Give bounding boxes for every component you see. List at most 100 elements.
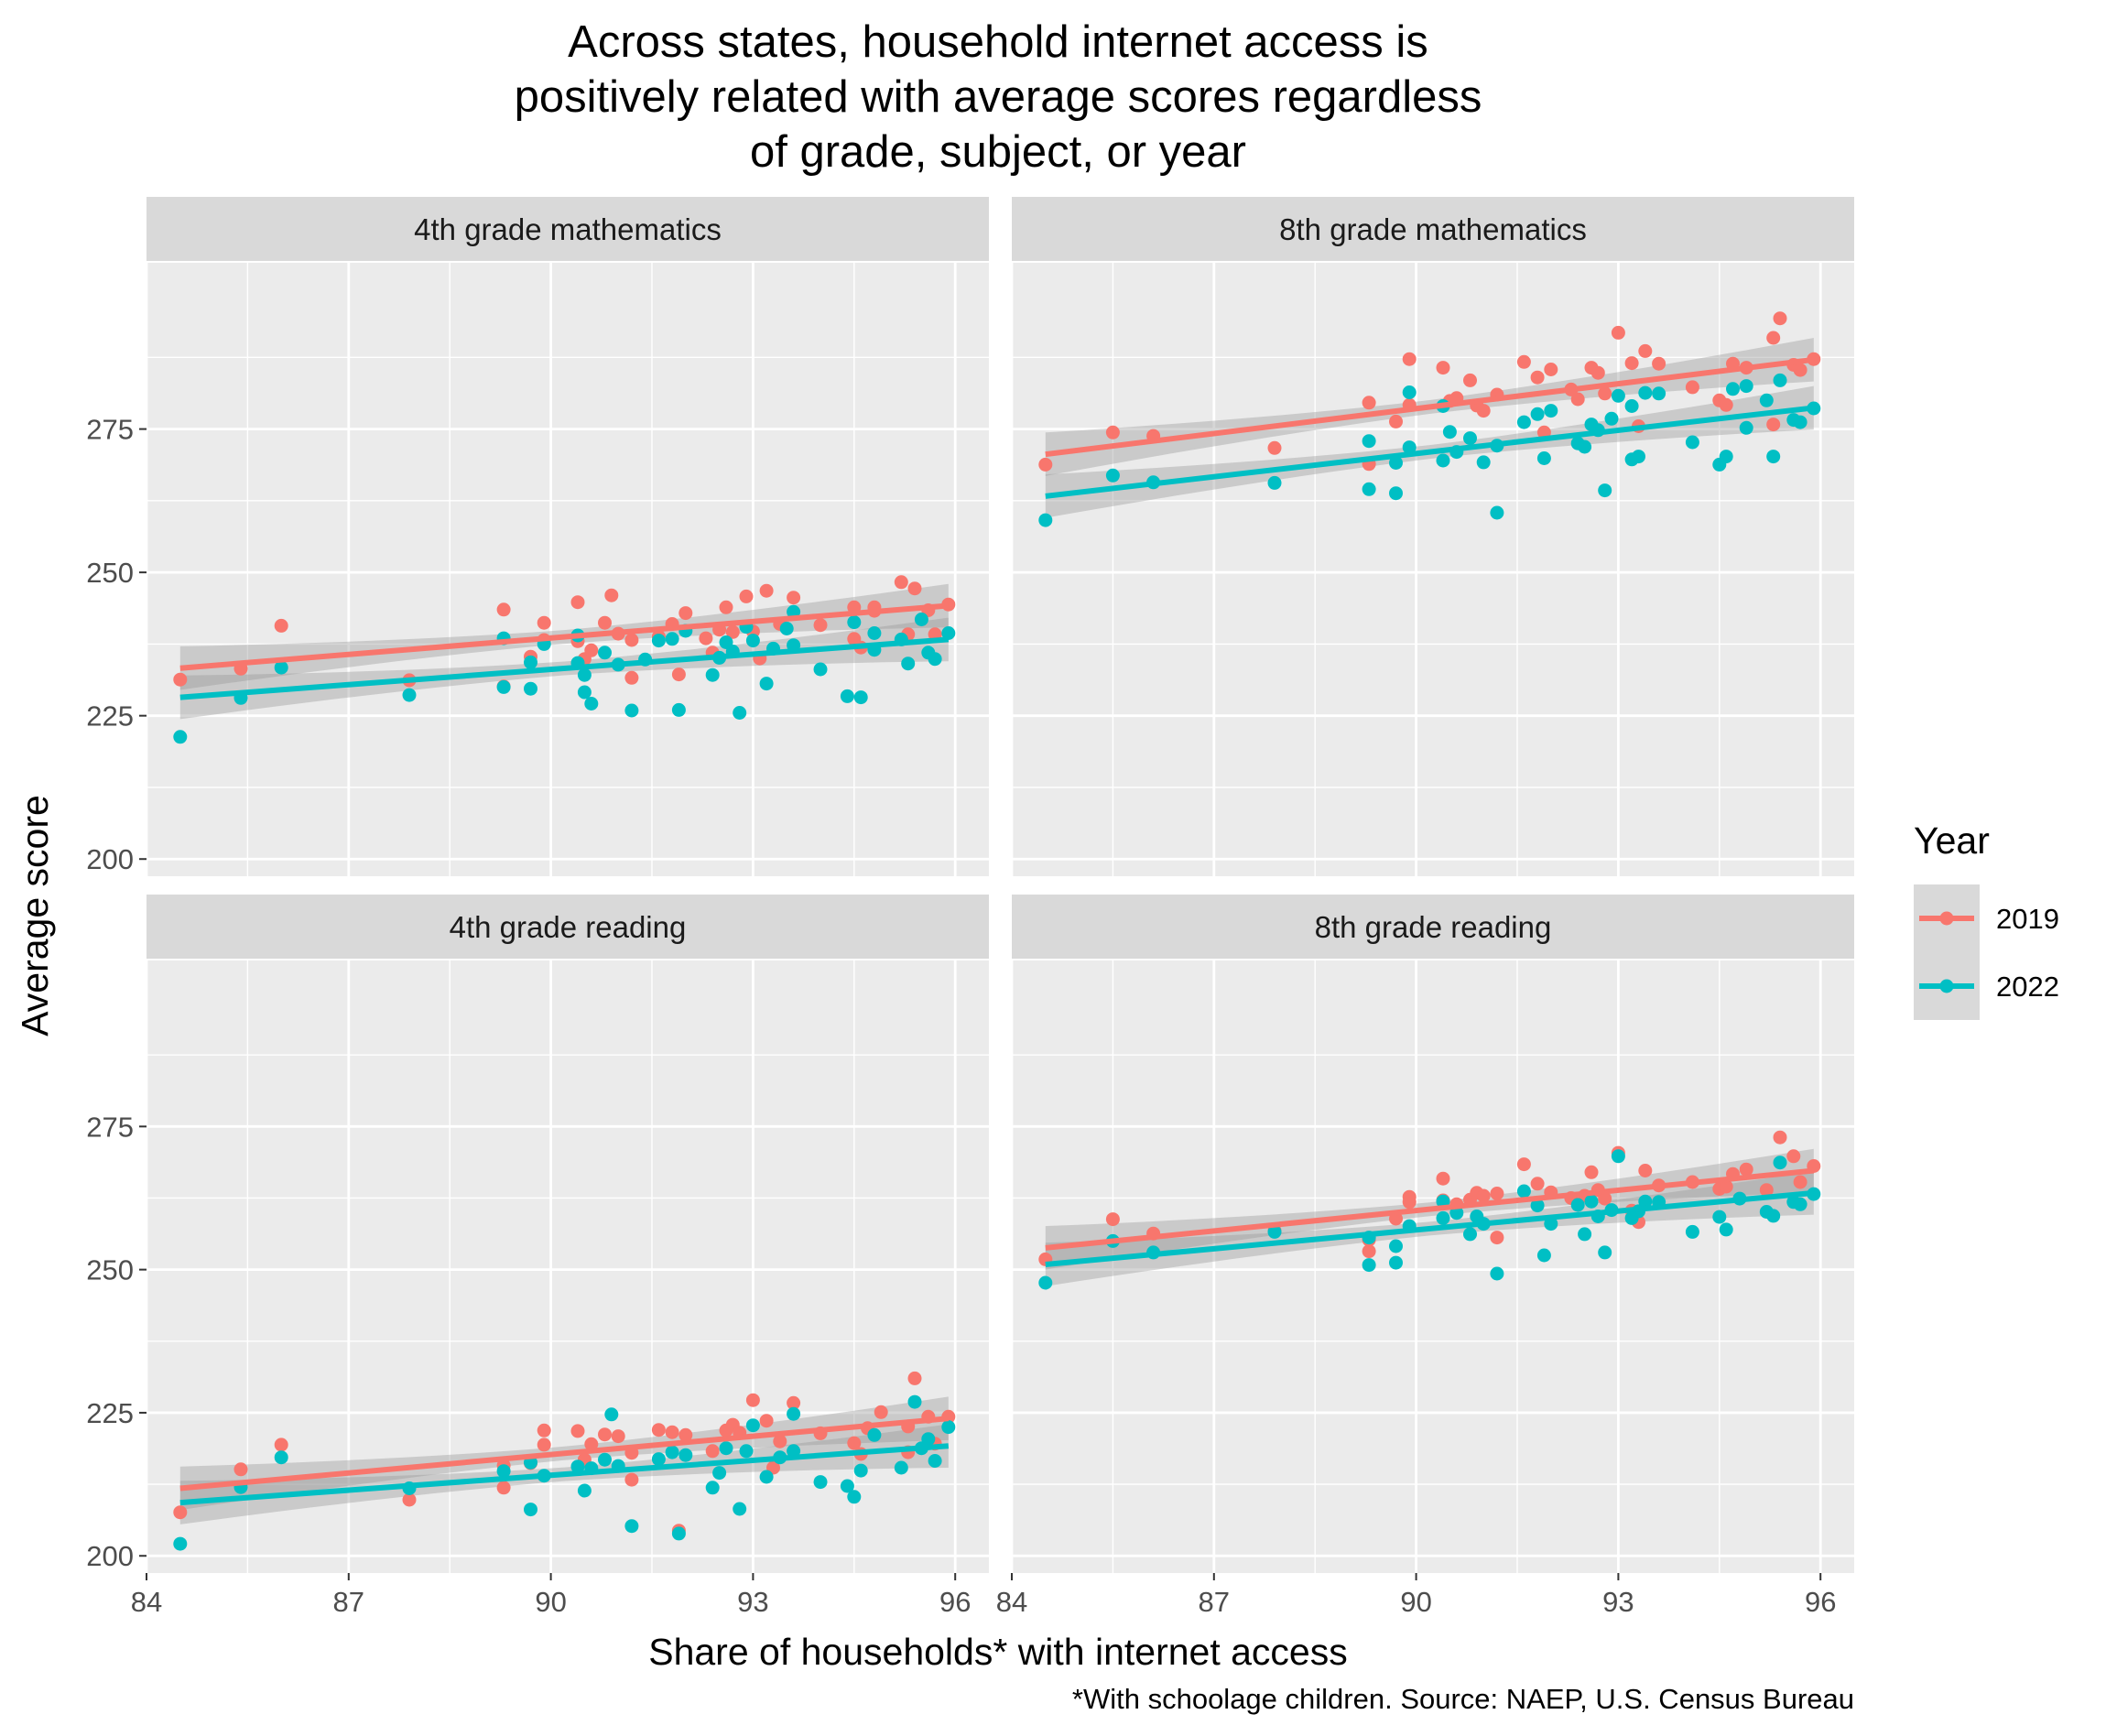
data-point-2022 xyxy=(1685,435,1699,450)
strip-label-8th-grade-reading: 8th grade reading xyxy=(1315,910,1552,944)
data-point-2019 xyxy=(598,1427,612,1442)
data-point-2022 xyxy=(173,1536,188,1551)
data-point-2022 xyxy=(1436,1210,1450,1225)
data-point-2019 xyxy=(1570,392,1585,407)
data-point-2019 xyxy=(678,1427,693,1442)
data-point-2022 xyxy=(1536,451,1551,465)
data-point-2022 xyxy=(1267,1224,1282,1239)
data-point-2019 xyxy=(1436,1171,1450,1186)
data-point-2019 xyxy=(671,667,686,682)
legend-label-2019: 2019 xyxy=(1996,903,2059,935)
data-point-2022 xyxy=(1712,1210,1727,1224)
data-point-2019 xyxy=(907,581,922,596)
trend-line-2019 xyxy=(1045,1167,1815,1251)
data-point-2022 xyxy=(867,626,882,640)
data-point-2019 xyxy=(1402,352,1417,366)
data-point-2022 xyxy=(1638,1194,1653,1209)
strip-4th-grade-mathematics xyxy=(147,197,989,261)
panel-8th-grade-mathematics: 8th grade mathematics xyxy=(1010,197,1854,876)
data-point-2019 xyxy=(496,1481,511,1495)
strip-label-4th-grade-mathematics: 4th grade mathematics xyxy=(414,212,722,246)
data-point-2019 xyxy=(1436,361,1450,375)
data-point-2019 xyxy=(1584,1165,1599,1179)
data-point-2019 xyxy=(1773,311,1787,326)
data-point-2019 xyxy=(1759,1183,1774,1198)
data-point-2019 xyxy=(847,1436,862,1450)
panel-background-8th-grade-mathematics xyxy=(1012,263,1854,876)
data-point-2022 xyxy=(894,1460,908,1475)
strip-8th-grade-mathematics xyxy=(1012,197,1854,261)
strip-4th-grade-reading xyxy=(147,895,989,959)
data-point-2019 xyxy=(1362,1244,1376,1259)
data-point-2019 xyxy=(604,588,619,602)
data-point-2019 xyxy=(1490,1231,1504,1245)
y-tick-label: 225 xyxy=(86,1397,134,1429)
data-point-2019 xyxy=(1773,1130,1787,1145)
panel-4th-grade-reading: 4th grade reading 200 225 250 275 84 87 90 93 96 xyxy=(86,895,989,1618)
data-point-2019 xyxy=(907,1371,922,1385)
data-point-2022 xyxy=(1530,407,1545,421)
data-point-2022 xyxy=(733,1502,747,1516)
data-point-2022 xyxy=(759,1470,774,1484)
data-point-2019 xyxy=(1516,1157,1531,1172)
chart-title-line-2: positively related with average scores r… xyxy=(515,72,1482,122)
data-point-2022 xyxy=(1516,415,1531,429)
x-tick-label: 90 xyxy=(535,1586,566,1618)
panel-4th-grade-mathematics: 4th grade mathematics 200 225 250 275 xyxy=(86,197,989,876)
data-point-2019 xyxy=(1105,1212,1120,1227)
data-point-2022 xyxy=(705,667,720,682)
trend-line-2019 xyxy=(179,1416,950,1492)
x-tick-label: 87 xyxy=(1199,1586,1230,1618)
data-point-2019 xyxy=(624,633,639,647)
data-point-2022 xyxy=(1611,388,1625,403)
data-point-2019 xyxy=(570,595,585,610)
data-point-2019 xyxy=(759,583,774,598)
panel-8th-grade-reading: 8th grade reading 84 87 90 93 96 xyxy=(996,895,1854,1618)
y-axis-title: Average score xyxy=(14,795,56,1036)
data-point-2022 xyxy=(1611,1149,1625,1164)
data-point-2019 xyxy=(773,1434,787,1448)
trend-line-2019 xyxy=(179,602,950,671)
data-point-2022 xyxy=(1638,385,1653,400)
data-point-2022 xyxy=(524,1503,537,1517)
data-point-2022 xyxy=(1530,1199,1545,1213)
data-point-2022 xyxy=(1726,382,1740,396)
data-point-2022 xyxy=(274,660,288,675)
data-point-2019 xyxy=(1793,363,1807,377)
x-tick-label: 96 xyxy=(1805,1586,1836,1618)
data-point-2019 xyxy=(1530,370,1545,385)
data-point-2019 xyxy=(570,1424,585,1438)
data-point-2022 xyxy=(1773,1156,1787,1170)
data-point-2022 xyxy=(584,697,599,711)
data-point-2019 xyxy=(1719,397,1733,412)
facet-panels: 4th grade mathematics 200 225 250 275 8th gra… xyxy=(86,197,1854,1618)
data-point-2022 xyxy=(496,1464,511,1479)
x-tick-label: 90 xyxy=(1400,1586,1431,1618)
data-point-2022 xyxy=(1389,1239,1403,1253)
y-tick-label: 225 xyxy=(86,700,134,732)
legend-key-point-2022 xyxy=(1939,979,1954,993)
data-point-2022 xyxy=(1719,450,1733,464)
strip-label-8th-grade-mathematics: 8th grade mathematics xyxy=(1279,212,1587,246)
data-point-2022 xyxy=(577,1483,592,1498)
trend-line-2022 xyxy=(179,1443,950,1506)
data-point-2019 xyxy=(624,1472,639,1487)
data-point-2022 xyxy=(1578,1227,1592,1242)
data-point-2022 xyxy=(1490,505,1504,520)
data-point-2019 xyxy=(1638,1164,1653,1177)
data-point-2022 xyxy=(914,613,928,626)
data-point-2019 xyxy=(739,589,754,603)
data-point-2022 xyxy=(1516,1184,1531,1199)
data-point-2022 xyxy=(787,1406,801,1421)
data-point-2022 xyxy=(853,1463,868,1478)
data-point-2022 xyxy=(524,681,537,696)
data-point-2019 xyxy=(1786,1149,1801,1164)
data-point-2022 xyxy=(719,1441,733,1456)
data-point-2022 xyxy=(1362,434,1376,449)
data-point-2019 xyxy=(1463,373,1477,387)
data-point-2022 xyxy=(1598,1245,1612,1260)
data-point-2022 xyxy=(1436,453,1450,468)
data-point-2022 xyxy=(745,634,760,648)
data-point-2019 xyxy=(1362,396,1376,410)
data-point-2022 xyxy=(813,1475,828,1490)
